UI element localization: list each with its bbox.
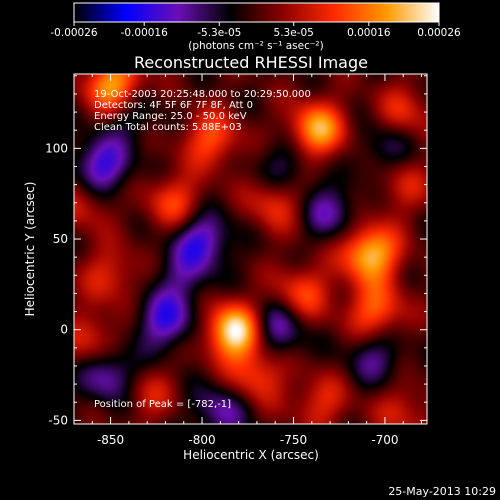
colorbar-frame (73, 2, 440, 23)
heatmap-plot-area (74, 74, 427, 424)
footer-timestamp: 25-May-2013 10:29 (388, 485, 496, 498)
chart-title: Reconstructed RHESSI Image (134, 53, 368, 72)
x-axis-label: Heliocentric X (arcsec) (183, 448, 319, 462)
info-detectors: Detectors: 4F 5F 6F 7F 8F, Att 0 (94, 100, 253, 111)
colorbar-units: (photons cm⁻² s⁻¹ asec⁻²) (188, 40, 323, 52)
info-clean-counts: Clean Total counts: 5.88E+03 (94, 122, 242, 133)
colorbar-tick-label: -0.00016 (121, 27, 169, 39)
x-tick-label: -850 (97, 433, 124, 447)
heatmap-image (74, 74, 427, 424)
info-energy-range: Energy Range: 25.0 - 50.0 keV (94, 111, 247, 122)
observation-info: 19-Oct-2003 20:25:48.000 to 20:29:50.000… (94, 89, 311, 133)
y-tick-label: 50 (53, 232, 68, 246)
plot-frame (73, 73, 428, 425)
x-tick-label: -700 (371, 433, 398, 447)
y-tick-label: 0 (60, 323, 68, 337)
colorbar: -0.00026 -0.00016 -5.3e-05 5.3e-05 0.000… (50, 2, 461, 52)
colorbar-tick-label: 0.00026 (417, 27, 461, 39)
colorbar-tick-label: 5.3e-05 (274, 27, 314, 39)
colorbar-ticks (73, 22, 440, 26)
y-tick-label: 100 (45, 141, 68, 155)
info-time-range: 19-Oct-2003 20:25:48.000 to 20:29:50.000 (94, 89, 311, 100)
x-tick-label: -750 (280, 433, 307, 447)
colorbar-gradient (74, 3, 439, 22)
colorbar-tick-label: -5.3e-05 (197, 27, 241, 39)
y-axis-label: Heliocentric Y (arcsec) (23, 182, 37, 317)
x-tick-label: -800 (188, 433, 215, 447)
colorbar-tick-label: 0.00016 (347, 27, 391, 39)
y-tick-label: -50 (48, 413, 68, 427)
axis-ticks (74, 74, 427, 424)
peak-position-label: Position of Peak = [-782,-1] (94, 399, 231, 410)
colorbar-tick-label: -0.00026 (50, 27, 98, 39)
